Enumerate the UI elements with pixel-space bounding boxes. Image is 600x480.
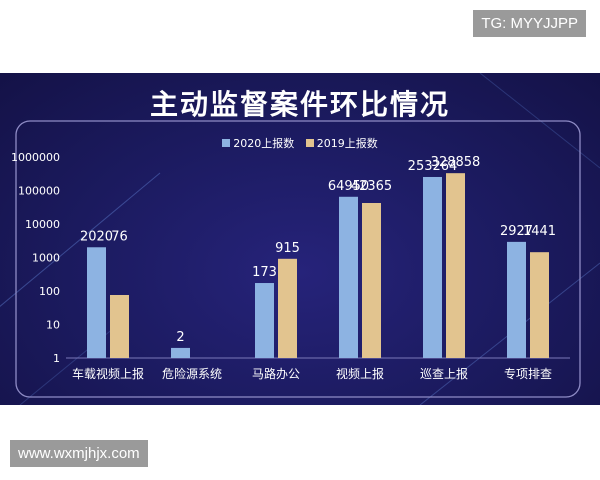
y-tick-label: 10 xyxy=(46,319,60,332)
data-label: 173 xyxy=(252,265,277,280)
decor-line xyxy=(0,172,161,307)
bar-2020 xyxy=(423,176,442,358)
data-label: 1441 xyxy=(523,224,556,239)
bar-2019 xyxy=(362,202,381,358)
chart-title: 主动监督案件环比情况 xyxy=(149,88,450,121)
x-tick-label: 专项排查 xyxy=(504,366,552,381)
x-tick-label: 巡查上报 xyxy=(420,366,468,381)
bar-2019 xyxy=(278,258,297,358)
legend-item-2020: 2020上报数 xyxy=(222,135,294,151)
data-label: 76 xyxy=(111,229,128,244)
data-label: 2927 xyxy=(500,224,533,239)
data-label: 328858 xyxy=(431,155,481,170)
bar-chart: 1 10 100 1000 10000 100000 1000000 车载视频上报 202076… xyxy=(0,73,600,405)
x-tick-label: 车载视频上报 xyxy=(72,366,144,381)
data-label: 2020 xyxy=(80,229,113,244)
bar-2019 xyxy=(110,294,129,358)
data-label: 64950 xyxy=(328,179,369,194)
data-label: 915 xyxy=(275,241,300,256)
chart-frame xyxy=(15,120,581,398)
x-tick-label: 马路办公 xyxy=(252,366,300,381)
bar-2020 xyxy=(339,196,358,358)
bar-2020 xyxy=(507,241,526,358)
bar-2020 xyxy=(87,247,106,358)
chart-legend: 2020上报数 2019上报数 xyxy=(0,135,600,151)
y-tick-label: 1 xyxy=(53,352,60,365)
data-label: 253264 xyxy=(408,159,458,174)
data-label: 2 xyxy=(176,330,184,345)
chart-panel: 1 10 100 1000 10000 100000 1000000 车载视频上报 2020 76… xyxy=(0,73,600,405)
legend-swatch-2020 xyxy=(222,139,231,147)
x-tick-label: 危险源系统 xyxy=(162,366,222,381)
y-tick-label: 1000000 xyxy=(11,151,60,164)
y-tick-label: 1000 xyxy=(32,252,60,265)
bar-2019 xyxy=(446,173,465,358)
x-tick-label: 视频上报 xyxy=(336,366,384,381)
watermark-bottom: www.wxmjhjx.com xyxy=(10,440,148,467)
legend-label-2020: 2020上报数 xyxy=(233,137,295,150)
y-tick-label: 100000 xyxy=(18,185,60,198)
bar-2020 xyxy=(255,283,274,358)
data-label: 42365 xyxy=(351,179,392,194)
y-tick-label: 10000 xyxy=(25,218,60,231)
bar-2019 xyxy=(530,252,549,358)
y-tick-label: 100 xyxy=(39,285,60,298)
legend-swatch-2019 xyxy=(305,139,314,147)
legend-item-2019: 2019上报数 xyxy=(305,135,378,151)
watermark-top: TG: MYYJJPP xyxy=(473,10,586,37)
legend-label-2019: 2019上报数 xyxy=(316,137,378,150)
bar-2020 xyxy=(171,347,190,358)
